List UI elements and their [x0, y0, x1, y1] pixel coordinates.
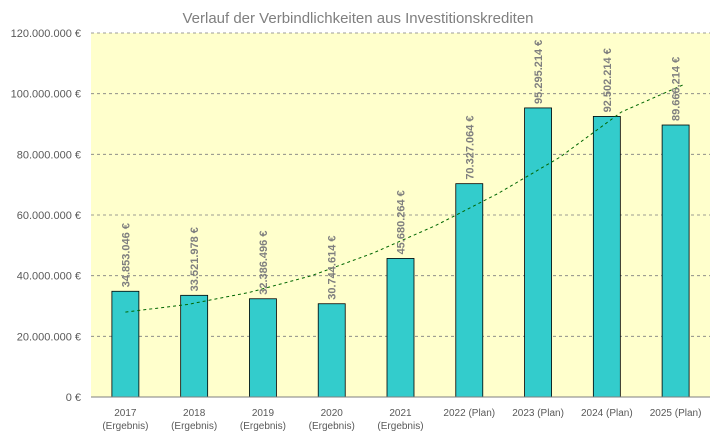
- x-tick-label: 2025 (Plan): [650, 408, 702, 419]
- y-tick-label: 40.000.000 €: [17, 271, 81, 283]
- bar: [524, 107, 552, 398]
- data-label: 89.666.214 €: [671, 57, 683, 121]
- y-tick-label: 80.000.000 €: [17, 149, 81, 161]
- bar: [111, 290, 140, 398]
- x-tick-label: 2019 (Ergebnis): [240, 408, 286, 432]
- data-label: 33.521.978 €: [189, 227, 201, 291]
- bar: [180, 294, 209, 398]
- x-tick-label: 2023 (Plan): [512, 408, 564, 419]
- x-tick-label: 2024 (Plan): [581, 408, 633, 419]
- y-axis-ticks: 0 € 20.000.000 € 40.000.000 € 60.000.000 € 8…: [11, 28, 81, 404]
- y-tick-label: 60.000.000 €: [17, 210, 81, 222]
- bar: [455, 183, 484, 398]
- data-label: 32.386.496 €: [258, 231, 270, 295]
- chart-title: Verlauf der Verbindlichkeiten aus Invest…: [182, 10, 533, 27]
- data-label: 45.680.264 €: [396, 190, 408, 254]
- bar: [317, 303, 346, 398]
- y-tick-label: 20.000.000 €: [17, 331, 81, 343]
- bars: [111, 107, 690, 398]
- y-tick-label: 100.000.000 €: [11, 89, 81, 101]
- data-label: 92.502.214 €: [602, 48, 614, 112]
- data-label: 70.327.064 €: [464, 115, 476, 179]
- x-tick-label: 2018 (Ergebnis): [171, 408, 217, 432]
- x-tick-label: 2022 (Plan): [443, 408, 495, 419]
- trendline: [125, 84, 684, 313]
- data-label: 34.853.046 €: [120, 223, 132, 287]
- x-axis-ticks: 2017 (Ergebnis) 2018 (Ergebnis) 2019 (Ergebni…: [102, 408, 701, 432]
- data-label: 95.295.214 €: [533, 40, 545, 104]
- data-labels: 34.853.046 € 33.521.978 € 32.386.496 € 30.7…: [120, 40, 682, 300]
- y-tick-label: 0 €: [66, 392, 81, 404]
- bar: [661, 124, 690, 398]
- bar: [249, 298, 277, 398]
- x-tick-label: 2017 (Ergebnis): [102, 408, 148, 432]
- x-tick-label: 2020 (Ergebnis): [309, 408, 355, 432]
- bar: [386, 258, 415, 398]
- data-label: 30.744.614 €: [327, 236, 339, 300]
- x-tick-label: 2021 (Ergebnis): [377, 408, 423, 432]
- bar: [592, 116, 621, 398]
- y-tick-label: 120.000.000 €: [11, 28, 81, 40]
